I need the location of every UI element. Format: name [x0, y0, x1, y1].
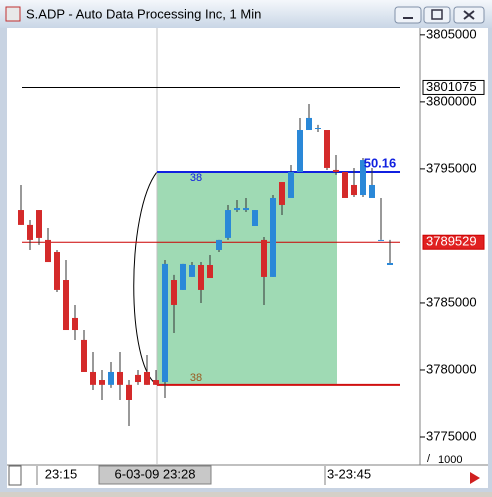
app-icon	[5, 6, 21, 22]
candle-body	[117, 371, 123, 385]
maximize-button[interactable]	[423, 6, 451, 24]
candle-body	[261, 239, 267, 277]
candle-body	[252, 210, 258, 226]
x-tick-label: 23:15	[45, 466, 78, 481]
price-tag-label: 3801075	[426, 79, 477, 94]
cursor-label: 6-03-09 23:28	[115, 466, 196, 481]
zone-top-label: 38	[190, 172, 202, 184]
candle-body	[18, 210, 24, 225]
candle-body	[180, 263, 186, 290]
candle-body	[279, 182, 285, 205]
candle-body	[324, 130, 330, 168]
candle-body	[63, 280, 69, 331]
candle-body	[144, 371, 150, 385]
y-tick-label: 3800000	[426, 93, 477, 108]
candle-body	[54, 252, 60, 290]
candle-body	[81, 339, 87, 372]
candle-body	[333, 169, 339, 172]
y-tick-label: 3775000	[426, 428, 477, 443]
price-tag-label: 3789529	[426, 234, 477, 249]
candle-body	[270, 197, 276, 277]
candle-body	[378, 239, 384, 241]
candle-body	[135, 374, 141, 383]
candle-body	[288, 171, 294, 198]
checkbox[interactable]	[8, 465, 22, 486]
plot: 38 38 50.16 3775000 3780000 3785000 3795000 380…	[18, 26, 485, 485]
scroll-arrow[interactable]	[470, 472, 480, 484]
candle-body	[198, 265, 204, 290]
minimize-icon	[403, 17, 413, 19]
candle-body	[126, 384, 132, 400]
price-tag	[422, 79, 485, 95]
candle-body	[342, 171, 348, 198]
candle-body	[297, 130, 303, 172]
candle-body	[162, 263, 168, 383]
y-tick-label: 3805000	[426, 26, 477, 41]
candle-body	[306, 117, 312, 131]
candle-body	[315, 128, 321, 130]
candle-body	[369, 184, 375, 198]
cursor-label-box	[98, 465, 212, 485]
candle-body	[360, 160, 366, 196]
minimize-button[interactable]	[394, 6, 422, 24]
window-buttons[interactable]	[394, 6, 485, 24]
y-tick-label: 3795000	[426, 160, 477, 175]
y-tick-label: 3785000	[426, 294, 477, 309]
candle-body	[153, 380, 159, 385]
window-title: S.ADP - Auto Data Processing Inc, 1 Min	[26, 6, 261, 21]
zone-bottom-label: 38	[190, 372, 202, 384]
zone	[157, 171, 337, 385]
candle-body	[387, 262, 393, 266]
close-icon	[463, 10, 475, 20]
x-tick-label: 3-23:45	[327, 466, 371, 481]
candle-body	[90, 371, 96, 385]
candle-body	[72, 317, 78, 331]
candle-body	[36, 210, 42, 238]
scale-label: 1000	[438, 454, 462, 466]
y-tick-label: 3780000	[426, 361, 477, 376]
candle-body	[45, 239, 51, 263]
candle-body	[216, 239, 222, 250]
candle-body	[99, 380, 105, 385]
maximize-icon	[431, 9, 443, 20]
candle-body	[189, 265, 195, 277]
scale-prefix: /	[427, 453, 431, 465]
candle-body	[171, 280, 177, 305]
candle-body	[207, 265, 213, 279]
candle-body	[108, 371, 114, 385]
level-label: 50.16	[364, 155, 397, 170]
price-tag	[422, 234, 485, 250]
candle-body	[243, 208, 249, 211]
candle-body	[351, 184, 357, 196]
candle-body	[225, 210, 231, 238]
candle-body	[234, 208, 240, 211]
candle-body	[27, 224, 33, 240]
